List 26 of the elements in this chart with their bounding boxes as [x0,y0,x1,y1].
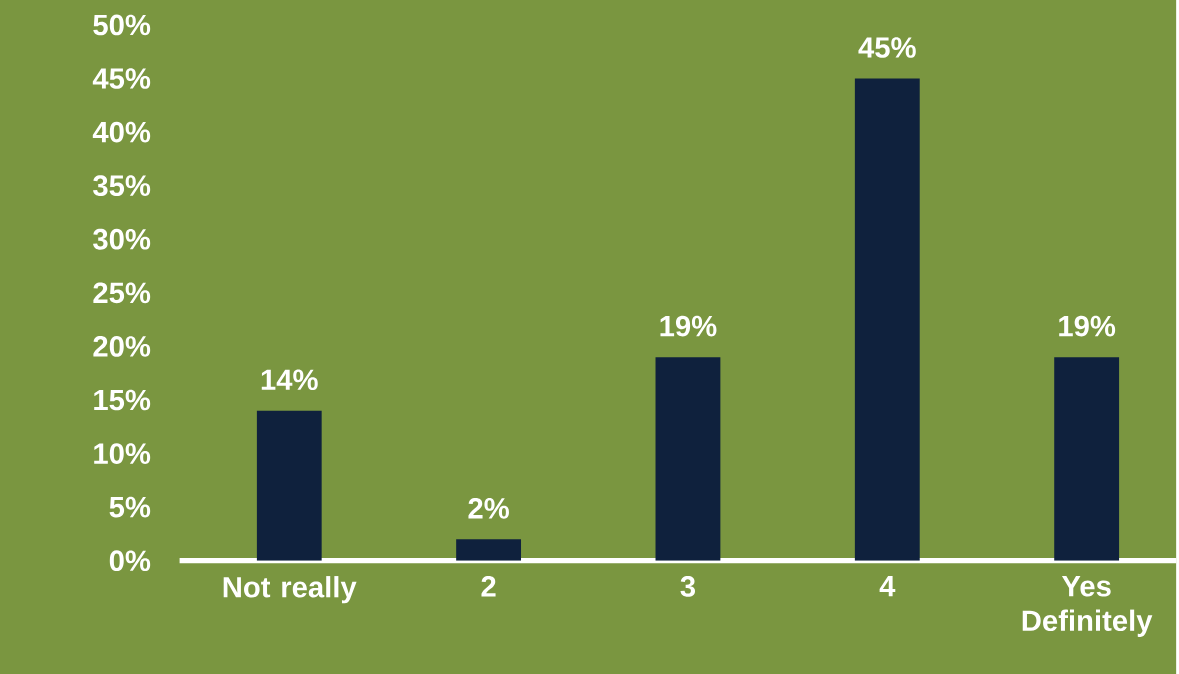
x-tick-label: Not really [223,575,357,604]
data-label: 2% [468,497,509,519]
y-tick-label: 30% [93,228,151,250]
data-label: 19% [1059,315,1116,337]
y-tick-label: 15% [94,389,151,411]
y-tick-label: 35% [93,175,151,196]
data-label: 45% [858,36,916,58]
y-tick-label: 50% [93,14,151,36]
data-label: 19% [660,315,717,337]
bar [854,78,920,561]
y-tick-label: 40% [92,121,151,143]
bar [655,356,721,561]
y-tick-label: 10% [94,442,151,464]
x-tick-label: 2 [481,575,496,597]
bar [1054,356,1120,561]
data-label: 14% [261,369,318,390]
x-tick-label: 3 [680,575,696,597]
x-tick-label: Yes Definitely [1022,575,1153,637]
y-tick-label: 5% [109,496,151,518]
y-tick-label: 20% [93,335,151,357]
bar [456,539,522,561]
y-tick-label: 0% [109,550,151,571]
x-tick-label: 4 [879,575,896,596]
y-tick-label: 45% [92,67,151,89]
y-tick-label: 25% [93,282,151,303]
bar [256,410,322,561]
